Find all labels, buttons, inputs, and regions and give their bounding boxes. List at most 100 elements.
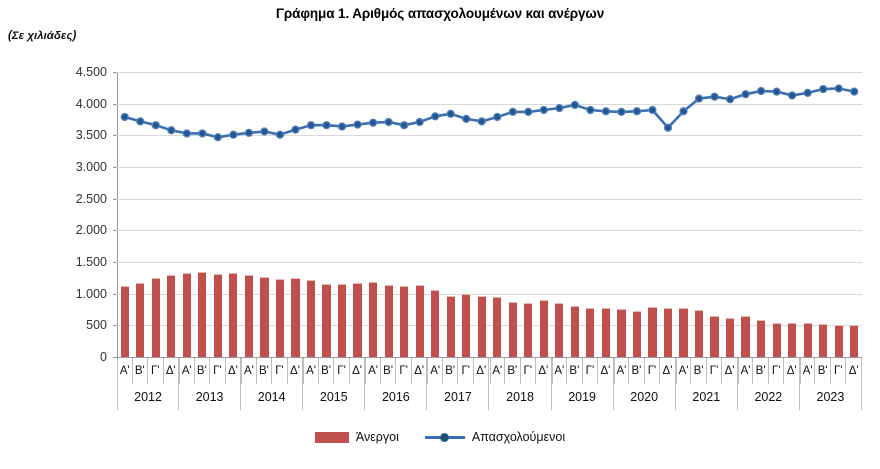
line-marker [306,121,316,130]
x-tick-label-quarter: Δ' [846,358,862,384]
line-marker [151,121,160,130]
x-tick-label-quarter: Β' [691,358,707,384]
gridline [117,262,862,263]
gridline [117,167,862,168]
gridline [117,198,862,200]
x-tick-label-year: 2015 [303,384,366,410]
y-tick-mark [113,167,117,168]
x-tick-label-quarter: Δ' [350,358,366,384]
x-tick-label-quarter: Β' [319,358,335,384]
y-axis-line [117,72,118,358]
y-tick-label: 2.000 [75,223,107,238]
bar [477,295,486,357]
bar [291,277,300,357]
line-marker [415,117,424,127]
x-tick-label-quarter: Γ' [148,358,164,384]
y-tick-label: 2.500 [75,191,107,206]
x-tick-label-quarter: Γ' [645,358,661,384]
x-tick-label-quarter: Γ' [769,358,785,384]
x-tick-label-quarter: Α' [427,358,443,384]
line-marker [555,103,564,113]
legend-label-apascholoumenoi: Απασχολούμενοι [471,430,566,444]
bar [648,306,657,357]
y-tick-mark [113,198,117,200]
bar [229,273,238,357]
y-tick-mark [113,230,117,232]
bar [788,322,797,357]
bar [617,308,626,357]
x-tick-label-year: 2017 [427,384,490,410]
bar [198,271,207,357]
line-marker [400,121,409,130]
x-tick-label-quarter: Α' [117,358,133,384]
bar [353,282,362,357]
x-tick-label-quarter: Α' [799,358,816,384]
line-marker [539,105,548,115]
x-tick-label-quarter: Δ' [784,358,800,384]
line-marker [679,107,688,116]
x-tick-label-quarter: Δ' [536,358,552,384]
bar [694,309,704,357]
x-tick-label-quarter: Β' [381,358,397,384]
x-tick-label-quarter: Α' [365,358,381,384]
x-tick-label-quarter: Β' [567,358,583,384]
x-tick-label-quarter: Α' [737,358,754,384]
line-marker [601,107,611,116]
x-tick-label-quarter: Δ' [722,358,738,384]
bar [772,323,781,357]
x-tick-label-quarter: Γ' [272,358,288,384]
y-tick-label: 0 [100,350,107,364]
bar [679,308,688,357]
bar [306,280,316,357]
x-tick-label-quarter: Γ' [583,358,599,384]
x-tick-label-quarter: Β' [505,358,521,384]
x-tick-label-quarter: Γ' [707,358,723,384]
bar [260,276,269,357]
line-marker [446,109,455,118]
bar [524,303,533,357]
y-tick-mark [113,293,117,295]
bar [850,325,859,357]
line-marker [493,112,502,122]
bar [757,319,766,357]
x-tick-label-year: 2013 [179,384,242,410]
x-tick-label-quarter: Δ' [288,358,304,384]
bar [493,297,502,357]
x-tick-label-quarter: Γ' [334,358,350,384]
x-tick-label-year: 2022 [738,384,800,410]
bar-swatch-icon [314,431,349,443]
line-marker [508,107,517,117]
line-marker [757,86,766,96]
y-tick-mark [113,103,117,105]
x-tick-label-quarter: Α' [303,358,319,384]
x-tick-label-quarter: Α' [551,358,568,384]
x-tick-label-quarter: Γ' [831,358,847,384]
y-tick-mark [113,135,117,137]
x-axis-labels: Α' Β' Γ' Δ' Α' Β' Γ' Δ' Α' Β' Γ' Δ' Α' Β' Γ' Δ' Α' Β' Γ' Δ'… [117,358,862,410]
bar [632,311,642,357]
x-tick-label-quarter: Γ' [396,358,412,384]
line-marker [725,95,735,104]
line-marker [384,117,393,127]
bar [167,274,176,357]
x-tick-label-quarter: Β' [753,358,769,384]
plot-area: 0 500 1.000 1.500 2.000 2.500 3.000 3.500 4.000 4… [76,65,862,364]
line-marker [291,125,300,134]
y-tick-label: 3.000 [75,160,107,174]
gridline [117,135,862,137]
line-marker [322,121,331,130]
bar [431,289,440,357]
x-tick-label-quarter: Β' [815,358,831,384]
legend-label-anergoi: Άνεργοι [355,430,399,444]
bar [462,293,471,357]
bar [586,308,595,357]
x-tick-label-quarter: Α' [613,358,630,384]
gridline [117,103,862,105]
y-tick-label: 4.500 [75,65,107,79]
gridline [117,293,862,295]
bar [384,284,393,357]
y-tick-label: 4.000 [75,96,107,111]
y-tick-mark [113,262,117,263]
y-tick-label: 500 [86,318,107,333]
